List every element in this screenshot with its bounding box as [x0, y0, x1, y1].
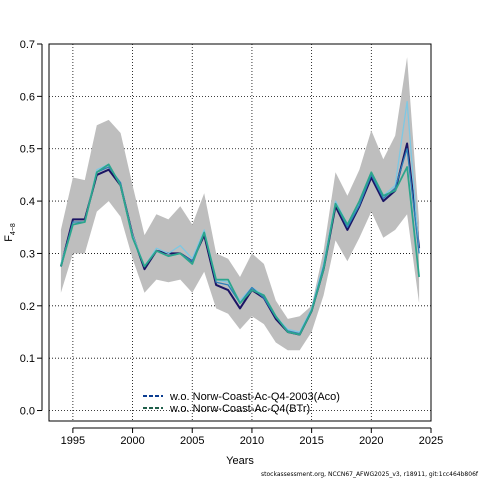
credit-text: stockassessment.org, NCCN67_AFWG2025_v3,…: [261, 471, 479, 478]
plot-frame: [48, 43, 432, 422]
legend: t-Ac-Q4-1995(Aco)w.o. Norw-Coast-Ac-Q4-2…: [143, 391, 340, 415]
x-tick-label: 2010: [240, 435, 264, 447]
y-axis-label-subscript: 4−8: [10, 223, 17, 235]
y-tick-label: 0.4: [20, 196, 35, 208]
y-tick-label: 0.5: [20, 144, 35, 156]
x-tick-label: 2020: [359, 435, 383, 447]
x-tick-label: 2005: [180, 435, 204, 447]
x-tick-label: 2025: [419, 435, 443, 447]
x-tick-label: 1995: [61, 435, 85, 447]
y-tick-label: 0.3: [20, 248, 35, 260]
series-line-4: [60, 163, 420, 336]
x-axis: 1995 2000 2005 2010 2015 2020 2025: [61, 427, 443, 447]
y-axis: 0.0 0.1 0.2 0.3 0.4 0.5 0.6 0.7: [20, 39, 43, 418]
series-lines: [59, 100, 421, 336]
y-tick-label: 0.0: [20, 406, 35, 418]
x-axis-label: Years: [226, 455, 254, 467]
legend-label: w.o. Norw-Coast-Ac-Q4-2003(Aco): [169, 391, 340, 403]
y-tick-label: 0.2: [20, 301, 35, 313]
x-tick-label: 2000: [120, 435, 144, 447]
y-axis-label: F4−8: [3, 223, 17, 242]
legend-label: w.o. Norw-Coast-Ac-Q4(BTr): [169, 403, 310, 415]
y-axis-label-main: F: [3, 235, 15, 242]
confidence-band: [60, 57, 420, 351]
x-tick-label: 2015: [299, 435, 323, 447]
y-tick-label: 0.7: [20, 39, 35, 51]
y-tick-label: 0.1: [20, 353, 35, 365]
grid-lines: [49, 43, 432, 421]
y-tick-label: 0.6: [20, 91, 35, 103]
